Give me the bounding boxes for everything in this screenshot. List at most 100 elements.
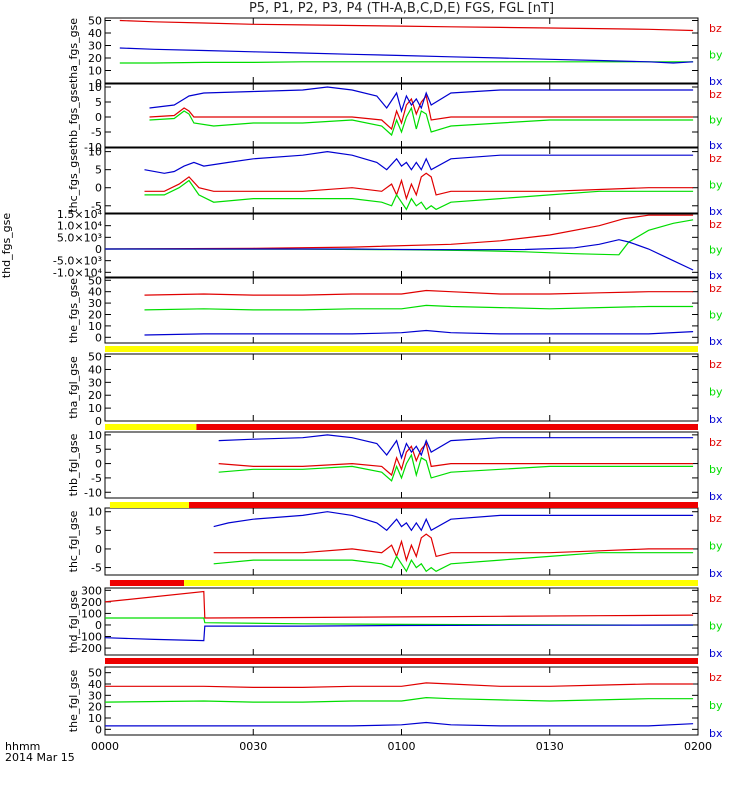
y-tick-label: 40	[88, 27, 102, 40]
legend-label-by: by	[709, 179, 723, 192]
series-line-bz	[144, 289, 694, 296]
y-tick-label: 0	[95, 77, 102, 90]
legend-label-bz: bz	[709, 22, 722, 35]
y-tick-label: 30	[88, 40, 102, 53]
panel-thc_fgl_gse: 10 5 0 -5 thc_fgl_gse bz by bx	[67, 506, 723, 580]
y-tick-label: 0	[95, 543, 102, 556]
legend-label-bz: bz	[709, 512, 722, 525]
legend-label-by: by	[709, 540, 723, 553]
y-tick-label: 0	[95, 723, 102, 736]
y-tick-label: 0	[95, 619, 102, 632]
mode-bar-red	[109, 580, 185, 586]
series-line-bz	[149, 94, 694, 131]
y-tick-label: 20	[88, 308, 102, 321]
legend-label-bz: bz	[709, 218, 722, 231]
legend-label-bx: bx	[709, 269, 723, 282]
mode-bar-red	[196, 424, 698, 430]
mode-bar-red	[189, 502, 698, 508]
panel-frame	[104, 353, 699, 422]
y-tick-label: 100	[81, 607, 102, 620]
legend-label-bx: bx	[709, 139, 723, 152]
legend-label-by: by	[709, 620, 723, 633]
y-tick-label: 50	[88, 351, 102, 364]
y-tick-label: 10	[88, 402, 102, 415]
legend-label-by: by	[709, 49, 723, 62]
footer-date: 2014 Mar 15	[5, 751, 75, 764]
y-tick-label: 50	[88, 15, 102, 28]
y-tick-label: 1.0×10⁴	[57, 220, 103, 233]
y-tick-label: 5	[95, 96, 102, 109]
y-tick-label: -5	[91, 200, 102, 213]
mode-bar-red	[105, 658, 698, 664]
y-tick-label: -100	[77, 631, 102, 644]
y-axis-label: the_fgs_gse	[67, 278, 80, 343]
series-line-by	[213, 552, 694, 573]
y-axis-label: thd_fgl_gse	[67, 590, 80, 653]
y-tick-label: 0	[95, 182, 102, 195]
series-line-bz	[105, 682, 694, 689]
legend-label-bx: bx	[709, 205, 723, 218]
y-tick-label: 1.5×10⁴	[57, 208, 103, 221]
y-axis-label: thb_fgl_gse	[67, 433, 80, 496]
y-tick-label: 40	[88, 678, 102, 691]
series-line-bz	[119, 19, 694, 32]
y-tick-label: 10	[88, 320, 102, 333]
legend-label-bz: bz	[709, 671, 722, 684]
series-line-bx	[144, 150, 694, 174]
y-tick-label: 0	[95, 243, 102, 256]
y-tick-label: 200	[81, 596, 102, 609]
y-axis-label: thb_fgs_gse	[67, 83, 80, 149]
x-tick-label: 0100	[388, 740, 416, 753]
y-axis-label: thc_fgs_gse	[67, 148, 80, 213]
y-tick-label: 20	[88, 389, 102, 402]
series-line-by	[104, 696, 694, 703]
panel-frame	[104, 431, 699, 499]
y-tick-label: 40	[88, 363, 102, 376]
mode-bar-yellow	[109, 502, 190, 508]
legend-label-bx: bx	[709, 567, 723, 580]
legend-label-by: by	[709, 699, 723, 712]
series-line-bz	[144, 172, 694, 201]
series-line-bx	[144, 329, 694, 336]
mode-bar-yellow	[184, 580, 699, 586]
legend-label-bz: bz	[709, 152, 722, 165]
series-line-bz	[218, 442, 694, 477]
page-title: P5, P1, P2, P3, P4 (TH-A,B,C,D,E) FGS, F…	[248, 1, 555, 16]
legend-label-bz: bz	[709, 282, 722, 295]
legend-label-bz: bz	[709, 436, 722, 449]
x-tick-label: 0000	[91, 740, 119, 753]
legend-label-by: by	[709, 386, 723, 399]
y-tick-label: 300	[81, 584, 102, 597]
y-tick-label: 20	[88, 52, 102, 65]
y-tick-label: 20	[88, 701, 102, 714]
legend-label-bx: bx	[709, 647, 723, 660]
legend-label-by: by	[709, 309, 723, 322]
y-tick-label: 5.0×10³	[57, 231, 102, 244]
y-tick-label: 40	[88, 286, 102, 299]
y-tick-label: 0	[95, 331, 102, 344]
y-tick-label: 10	[88, 506, 102, 519]
legend-label-bx: bx	[709, 727, 723, 740]
mode-bar-yellow	[105, 424, 197, 430]
y-tick-label: 0	[95, 458, 102, 471]
x-tick-label: 0030	[239, 740, 267, 753]
y-axis-label: thc_fgl_gse	[67, 510, 80, 572]
series-line-bx	[105, 721, 694, 727]
y-axis-label: thd_fgs_gse	[0, 213, 13, 279]
legend-label-bz: bz	[709, 592, 722, 605]
legend-label-bx: bx	[709, 413, 723, 426]
legend-label-bx: bx	[709, 75, 723, 88]
panel-frame	[104, 83, 699, 148]
mode-bar-yellow	[105, 346, 698, 352]
y-tick-label: 5	[95, 164, 102, 177]
series-line-bx	[104, 624, 694, 642]
panel-thc_fgs_gse: 10 5 0 -5 thc_fgs_gse bz by bx	[67, 146, 723, 218]
legend-label-bz: bz	[709, 358, 722, 371]
y-tick-label: 10	[88, 81, 102, 94]
y-tick-label: 5	[95, 524, 102, 537]
y-tick-label: -1.0×10⁴	[53, 266, 103, 279]
series-line-bz	[104, 214, 694, 250]
